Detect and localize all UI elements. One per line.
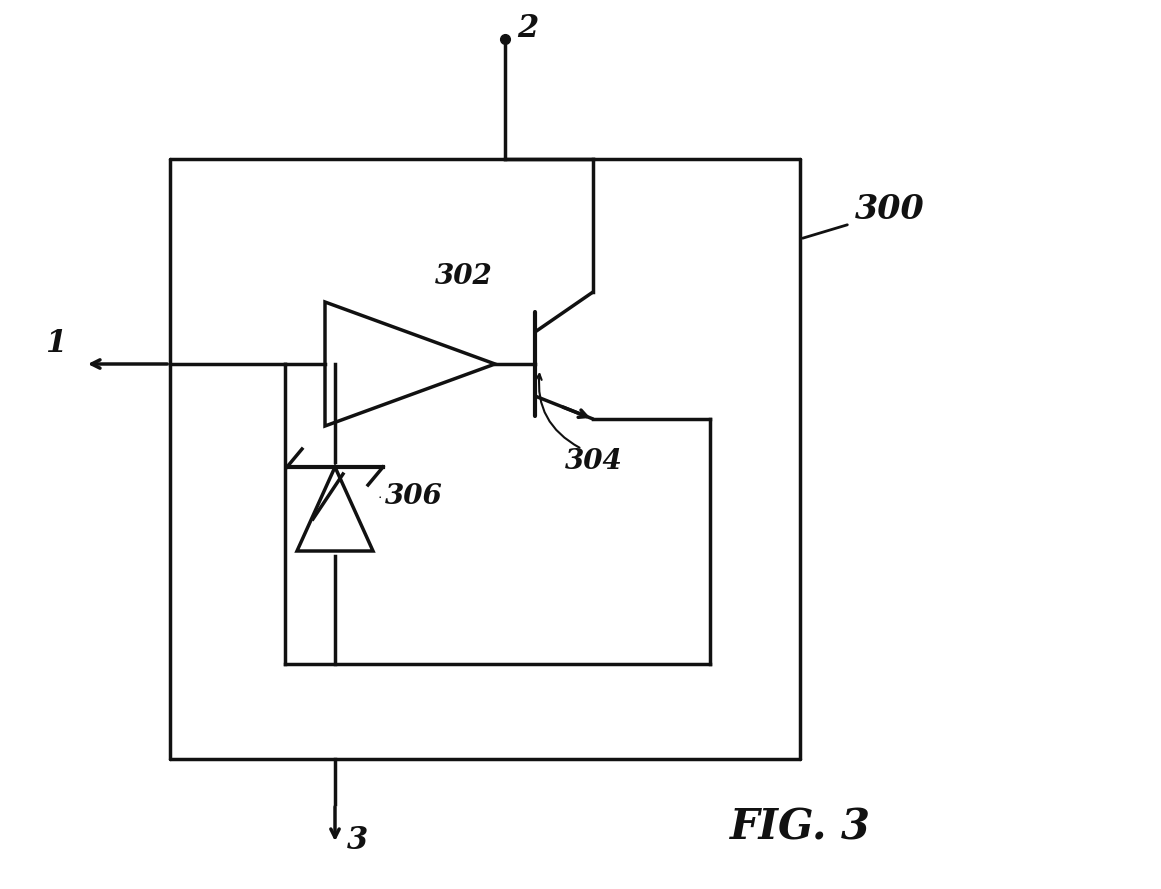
Text: 304: 304	[565, 448, 622, 475]
Text: FIG. 3: FIG. 3	[730, 806, 871, 848]
Text: 306: 306	[385, 483, 442, 510]
Text: 300: 300	[854, 193, 925, 226]
Text: 2: 2	[517, 13, 539, 44]
Text: 1: 1	[45, 328, 66, 359]
Text: 3: 3	[347, 825, 368, 856]
Text: 302: 302	[435, 263, 492, 290]
